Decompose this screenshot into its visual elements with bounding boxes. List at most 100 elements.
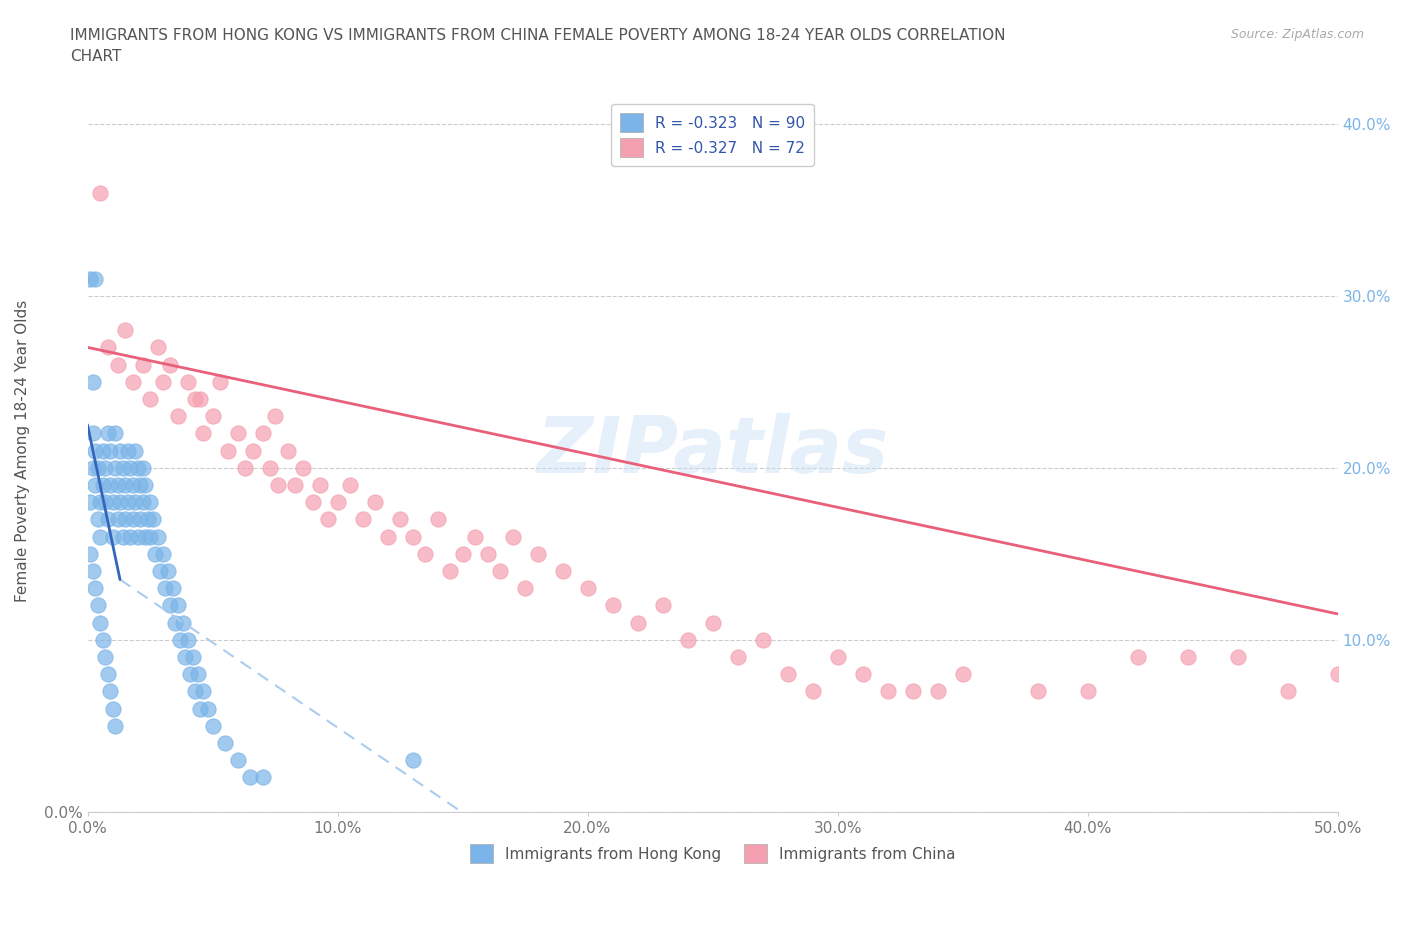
Point xyxy=(101,701,124,716)
Point xyxy=(1226,649,1249,664)
Point xyxy=(702,615,724,630)
Point xyxy=(163,615,186,630)
Point xyxy=(89,185,111,200)
Point xyxy=(239,770,262,785)
Point xyxy=(104,426,127,441)
Point xyxy=(134,477,156,492)
Point xyxy=(129,477,152,492)
Point xyxy=(413,546,436,561)
Point xyxy=(107,477,129,492)
Point xyxy=(252,770,274,785)
Point xyxy=(181,649,204,664)
Point xyxy=(84,580,107,595)
Point xyxy=(952,667,974,682)
Point xyxy=(121,374,143,389)
Point xyxy=(86,512,108,526)
Point xyxy=(751,632,773,647)
Point xyxy=(252,426,274,441)
Point xyxy=(477,546,499,561)
Point xyxy=(146,340,169,355)
Point xyxy=(214,736,236,751)
Point xyxy=(98,443,121,458)
Point xyxy=(489,564,512,578)
Point xyxy=(827,649,849,664)
Point xyxy=(79,495,101,510)
Point xyxy=(82,564,104,578)
Point xyxy=(186,667,208,682)
Point xyxy=(876,684,898,698)
Point xyxy=(131,460,153,475)
Text: IMMIGRANTS FROM HONG KONG VS IMMIGRANTS FROM CHINA FEMALE POVERTY AMONG 18-24 YE: IMMIGRANTS FROM HONG KONG VS IMMIGRANTS … xyxy=(70,28,1005,64)
Point xyxy=(201,718,224,733)
Point xyxy=(191,684,214,698)
Point xyxy=(141,512,163,526)
Point xyxy=(377,529,399,544)
Point xyxy=(1077,684,1099,698)
Point xyxy=(129,512,152,526)
Point xyxy=(149,564,172,578)
Point xyxy=(114,477,136,492)
Point xyxy=(169,632,191,647)
Point xyxy=(233,460,256,475)
Point xyxy=(89,615,111,630)
Point xyxy=(291,460,314,475)
Point xyxy=(101,495,124,510)
Point xyxy=(676,632,699,647)
Point xyxy=(94,460,117,475)
Point xyxy=(79,546,101,561)
Text: ZIPatlas: ZIPatlas xyxy=(537,413,889,488)
Point xyxy=(927,684,949,698)
Point xyxy=(801,684,824,698)
Point xyxy=(242,443,264,458)
Point xyxy=(84,272,107,286)
Point xyxy=(217,443,239,458)
Point xyxy=(131,357,153,372)
Point xyxy=(143,546,166,561)
Point xyxy=(174,649,197,664)
Point xyxy=(111,460,134,475)
Point xyxy=(276,443,298,458)
Point xyxy=(352,512,374,526)
Point xyxy=(118,460,141,475)
Point xyxy=(526,546,548,561)
Point xyxy=(162,580,184,595)
Point xyxy=(464,529,486,544)
Point xyxy=(91,443,114,458)
Point xyxy=(184,392,207,406)
Point xyxy=(188,392,211,406)
Point xyxy=(89,495,111,510)
Point xyxy=(101,529,124,544)
Point xyxy=(131,495,153,510)
Point xyxy=(91,632,114,647)
Point xyxy=(118,529,141,544)
Point xyxy=(153,580,176,595)
Point xyxy=(364,495,387,510)
Point xyxy=(98,684,121,698)
Point xyxy=(82,460,104,475)
Point xyxy=(139,529,162,544)
Point xyxy=(104,718,127,733)
Point xyxy=(309,477,332,492)
Point xyxy=(451,546,474,561)
Point xyxy=(188,701,211,716)
Point xyxy=(96,340,118,355)
Point xyxy=(172,615,194,630)
Point xyxy=(152,374,174,389)
Point xyxy=(98,477,121,492)
Point xyxy=(84,477,107,492)
Point xyxy=(266,477,288,492)
Point xyxy=(104,460,127,475)
Point xyxy=(121,477,143,492)
Point xyxy=(117,443,139,458)
Point xyxy=(401,752,423,767)
Point xyxy=(201,408,224,423)
Point xyxy=(326,495,349,510)
Point xyxy=(339,477,361,492)
Point xyxy=(134,529,156,544)
Point xyxy=(651,598,673,613)
Point xyxy=(191,426,214,441)
Point xyxy=(156,564,179,578)
Point xyxy=(316,512,339,526)
Point xyxy=(513,580,536,595)
Point xyxy=(208,374,231,389)
